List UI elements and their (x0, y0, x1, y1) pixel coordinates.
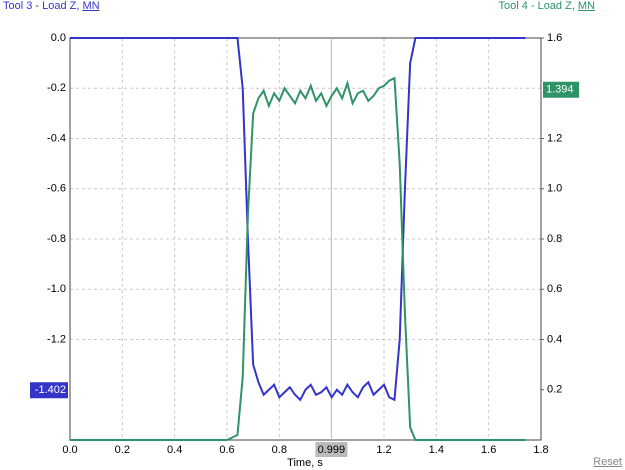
x-tick-label: 0.2 (115, 444, 130, 456)
y2-tick-label: 1.0 (547, 183, 562, 195)
y2-tick-label: 0.6 (547, 283, 562, 295)
cursor-value: -1.402 (35, 384, 66, 396)
legend-left: Tool 3 - Load Z, MN (3, 0, 100, 12)
y-tick-label: -0.2 (47, 82, 66, 94)
cursor-tag (315, 442, 348, 457)
x-tick-label: 0.6 (219, 444, 234, 456)
y2-tick-label: 1.2 (547, 132, 562, 144)
cursor-value: 1.394 (546, 84, 574, 96)
reset-link[interactable]: Reset (593, 456, 622, 468)
y-tick-label: -0.6 (47, 183, 66, 195)
legend-label: Tool 3 - Load Z, (3, 0, 80, 12)
legend-label: Tool 4 - Load Z, (498, 0, 575, 12)
x-tick-label: 1.6 (481, 444, 496, 456)
y-tick-label: -1.2 (47, 333, 66, 345)
y-tick-label: -1.0 (47, 283, 66, 295)
unit-link[interactable]: MN (82, 0, 100, 12)
cursor-tag (30, 382, 68, 399)
y2-tick-label: 0.8 (547, 233, 562, 245)
series-line (70, 37, 526, 402)
plot-frame (69, 37, 542, 441)
y-tick-label: 0.0 (51, 32, 66, 44)
y2-tick-label: 0.4 (547, 333, 562, 345)
legend-right: Tool 4 - Load Z, MN (498, 0, 595, 12)
x-tick-label: 0.4 (167, 444, 182, 456)
series-line (70, 76, 526, 441)
x-tick-label: 0.8 (272, 444, 287, 456)
y2-tick-label: 0.2 (547, 384, 562, 396)
x-tick-label: 1.8 (533, 444, 548, 456)
cursor-value: 0.999 (318, 444, 346, 456)
x-tick-label: 0.0 (62, 444, 77, 456)
unit-link[interactable]: MN (577, 0, 595, 12)
y2-tick-label: 1.6 (547, 32, 562, 44)
cursor-tag (543, 81, 579, 98)
y-tick-label: -0.4 (47, 132, 66, 144)
x-axis-label: Time, s (287, 457, 323, 469)
x-tick-label: 1.4 (429, 444, 444, 456)
x-tick-label: 1.2 (376, 444, 391, 456)
y-tick-label: -0.8 (47, 233, 66, 245)
